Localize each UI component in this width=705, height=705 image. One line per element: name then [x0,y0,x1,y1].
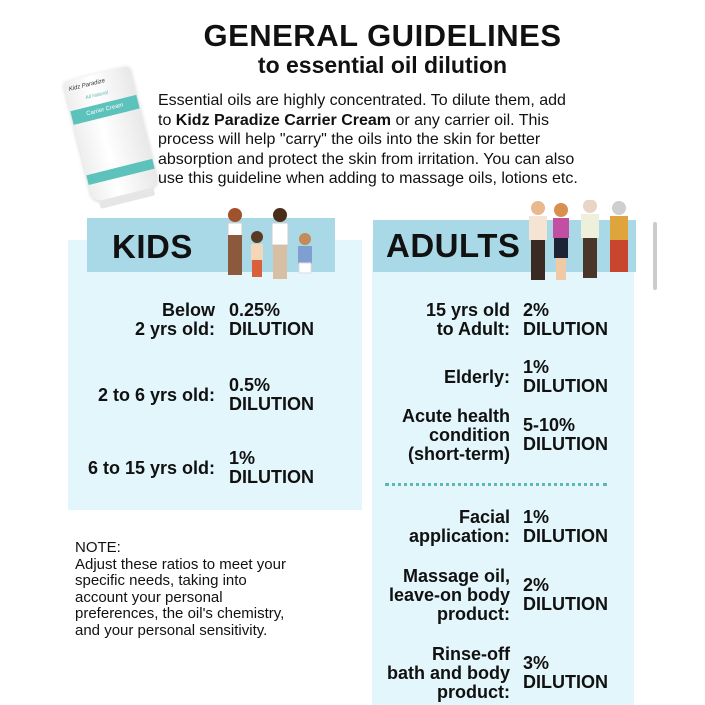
kids-panel [68,240,362,510]
condition-label: Acute health condition (short-term) [401,405,510,464]
child-figure-1 [227,208,243,275]
dilution-value: 1% DILUTION [523,507,608,546]
adults-illustration [529,200,628,280]
dilution-value: 5-10% DILUTION [523,415,608,454]
child-figure-3 [271,208,289,279]
intro-paragraph: Essential oils are highly concentrated. … [158,91,698,189]
child-figure-2 [251,231,263,277]
scrollbar[interactable] [653,222,657,290]
brand-name: Kidz Paradize Carrier Cream [175,111,391,129]
dilution-value: 1% DILUTION [229,448,314,487]
adults-row: Facial application: 1% DILUTION [372,507,608,547]
adult-figure-3 [581,200,599,278]
adults-heading: ADULTS [386,227,521,264]
child-figure-4 [298,233,312,274]
adults-row: 15 yrs old to Adult: 2% DILUTION [372,300,608,340]
intro-text: or any carrier oil. This [391,111,549,129]
adult-figure-4 [610,201,628,272]
intro-line: process will help "carry" the oils into … [158,131,541,148]
dilution-value: 2% DILUTION [523,300,608,339]
page-title: GENERAL GUIDELINES [203,18,562,53]
usage-label: Massage oil, leave-on body product: [388,565,510,624]
cream-tube-image: Kidz Paradize All Natural Carrier Cream [63,65,161,211]
adult-figure-1 [529,201,547,280]
dilution-value: 0.25% DILUTION [229,300,314,339]
adults-panel [372,240,634,705]
dilution-value: 2% DILUTION [523,575,608,614]
kids-header-band [87,218,335,272]
adults-row: Rinse-off bath and body product: 3% DILU… [372,643,608,703]
age-label: 15 yrs old to Adult: [425,300,510,339]
page-subtitle: to essential oil dilution [257,52,508,78]
adults-row: Acute health condition (short-term) 5-10… [372,405,608,465]
kids-heading: KIDS [112,228,193,265]
intro-text: to [158,111,176,129]
dotted-divider [385,483,607,486]
usage-label: Rinse-off bath and body product: [387,643,510,702]
kids-illustration [227,208,312,279]
adult-figure-2 [553,203,569,280]
kids-row: 6 to 15 yrs old: 1% DILUTION [68,448,314,488]
kids-row: 2 to 6 yrs old: 0.5% DILUTION [68,375,314,415]
note-text: NOTE: Adjust these ratios to meet your s… [75,539,286,639]
intro-line: to Kidz Paradize Carrier Cream or any ca… [158,111,698,131]
usage-label: Facial application: [408,507,510,546]
dilution-value: 0.5% DILUTION [229,375,314,414]
kids-row: Below 2 yrs old: 0.25% DILUTION [68,300,314,340]
dilution-value: 1% DILUTION [523,357,608,396]
age-label: Elderly: [443,366,510,387]
dilution-value: 3% DILUTION [523,653,608,692]
intro-line: use this guideline when adding to massag… [158,170,578,187]
adults-row: Massage oil, leave-on body product: 2% D… [372,565,608,625]
intro-line: Essential oils are highly concentrated. … [158,92,566,109]
age-label: 2 to 6 yrs old: [97,384,215,405]
age-label: 6 to 15 yrs old: [87,457,215,478]
age-label: Below 2 yrs old: [134,300,215,339]
intro-line: absorption and protect the skin from irr… [158,150,575,168]
adults-row: Elderly: 1% DILUTION [372,357,608,397]
